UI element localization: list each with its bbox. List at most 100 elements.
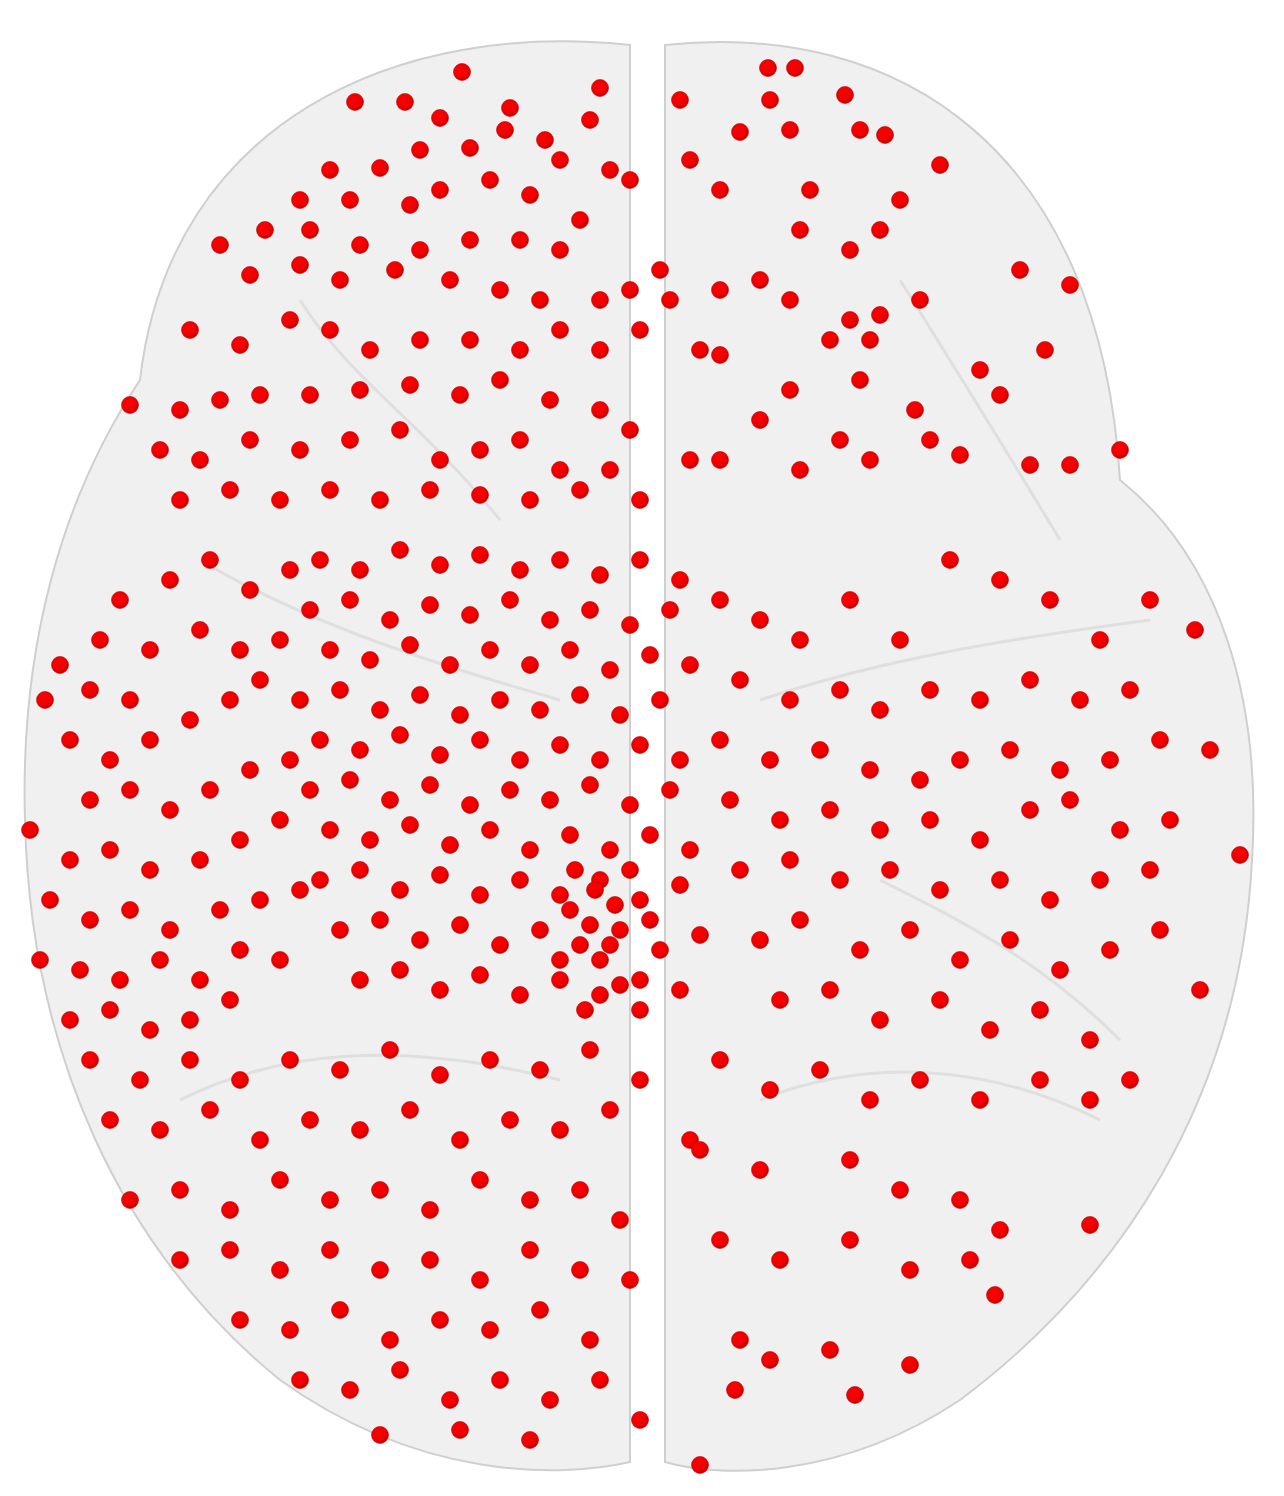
point [572,1182,589,1199]
point [592,567,609,584]
point [292,882,309,899]
point [592,292,609,309]
point [822,332,839,349]
point [992,1222,1009,1239]
point [902,1357,919,1374]
sulcus [760,1072,1100,1120]
point [1122,682,1139,699]
point [62,852,79,869]
point [552,552,569,569]
point [1042,892,1059,909]
sulcus [200,560,560,700]
point [832,872,849,889]
point [732,124,749,141]
point [402,817,419,834]
point [522,1242,539,1259]
point [162,572,179,589]
point [922,682,939,699]
point [972,1092,989,1109]
point [102,752,119,769]
point [442,272,459,289]
point [302,387,319,404]
point [1142,862,1159,879]
point [762,1352,779,1369]
point [32,952,49,969]
point [892,632,909,649]
point [902,1262,919,1279]
point [682,152,699,169]
point [52,657,69,674]
point [567,862,584,879]
point [282,1052,299,1069]
point [502,100,519,117]
point [652,692,669,709]
point [1052,962,1069,979]
point [412,932,429,949]
point [662,602,679,619]
sulcus [300,300,500,520]
point [602,842,619,859]
point [462,232,479,249]
point [587,882,604,899]
point [232,1312,249,1329]
point [282,1322,299,1339]
point [222,1242,239,1259]
point [632,1412,649,1429]
point [877,127,894,144]
point [522,1192,539,1209]
point [392,1362,409,1379]
point [552,322,569,339]
point [392,962,409,979]
point [577,1002,594,1019]
point [622,172,639,189]
point [732,1332,749,1349]
point [952,447,969,464]
sulcus [900,280,1060,540]
point [632,737,649,754]
point [842,1152,859,1169]
point [872,307,889,324]
point [582,112,599,129]
point [182,322,199,339]
point [454,64,471,81]
point [1142,592,1159,609]
point [762,1082,779,1099]
point [142,642,159,659]
point [782,852,799,869]
point [242,267,259,284]
point [1002,932,1019,949]
point [892,1182,909,1199]
point [412,332,429,349]
point [372,1427,389,1444]
point [102,1112,119,1129]
point [562,642,579,659]
point [972,832,989,849]
point [712,182,729,199]
point [342,192,359,209]
point [552,1122,569,1139]
point [232,832,249,849]
point [212,392,229,409]
point [602,1102,619,1119]
point [392,422,409,439]
point [257,222,274,239]
point [682,657,699,674]
point [252,892,269,909]
point [472,967,489,984]
point [532,1062,549,1079]
point [442,837,459,854]
point [712,732,729,749]
point [837,87,854,104]
point [412,142,429,159]
point [972,692,989,709]
point [1112,822,1129,839]
point [602,162,619,179]
point [592,1372,609,1389]
point [122,1192,139,1209]
point [732,672,749,689]
point [752,272,769,289]
point [632,1072,649,1089]
point [342,1382,359,1399]
point [392,727,409,744]
point [1072,692,1089,709]
